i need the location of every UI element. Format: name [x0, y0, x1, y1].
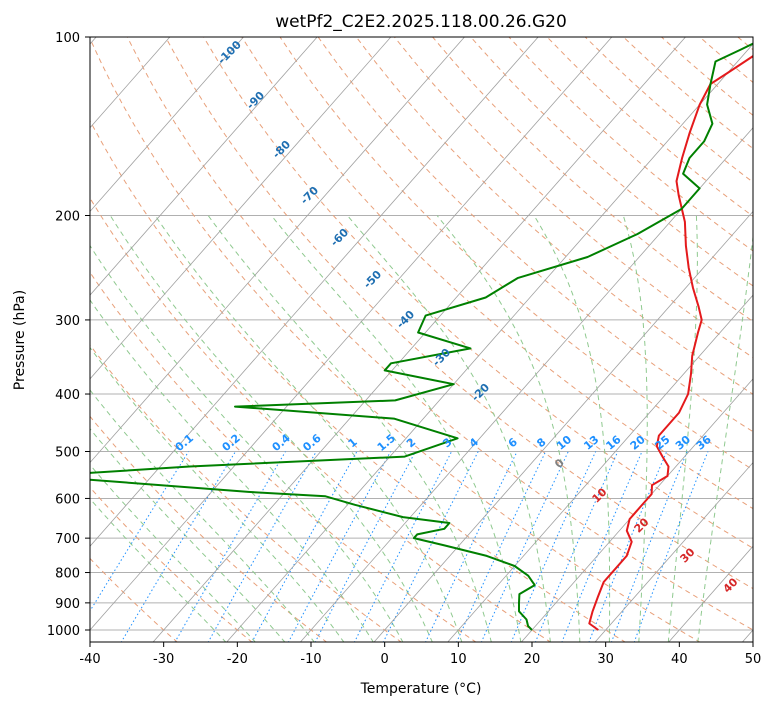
moist-adiabat-line: [90, 346, 345, 642]
x-tick-label: 0: [381, 652, 389, 667]
mixing-ratio-line: [510, 451, 597, 642]
moist-adiabat-line: [109, 215, 433, 642]
moist-adiabat-line: [90, 464, 256, 642]
x-tick-label: 50: [745, 652, 762, 667]
isotherm-line: [373, 210, 753, 642]
x-tick-label: 40: [671, 652, 688, 667]
mixing-ratio-line: [251, 451, 358, 642]
x-axis-label: Temperature (°C): [360, 681, 482, 697]
moist-adiabat-line: [90, 427, 286, 642]
moist-adiabat-line: [207, 215, 492, 642]
isotherm-line: [226, 43, 753, 642]
x-tick-label: 10: [450, 652, 467, 667]
moist-adiabat-line: [90, 497, 227, 642]
mixing-ratio-line: [610, 451, 688, 642]
y-axis-label: Pressure (hPa): [12, 290, 28, 390]
moist-adiabat-line: [697, 232, 753, 642]
isotherm-line: [90, 37, 244, 213]
moist-adiabat-line: [667, 215, 698, 642]
x-tick-label: 20: [524, 652, 541, 667]
temperature-profile-line: [588, 54, 753, 631]
y-tick-label: 300: [55, 314, 80, 329]
dry-adiabat-line: [432, 37, 753, 323]
dry-adiabat-line: [90, 119, 626, 642]
y-tick-label: 800: [55, 567, 80, 582]
dry-adiabat-line: [90, 486, 253, 642]
axes: -40 -30 -20 -10 0 10 20 30 40 50 100 200 300 400 500 60…: [47, 31, 761, 667]
dry-adiabat-line: [126, 37, 753, 631]
y-tick-label: 400: [55, 388, 80, 403]
moist-adiabat-line: [90, 389, 315, 642]
x-tick-label: -10: [300, 652, 321, 667]
dry-adiabat-line: [90, 415, 328, 642]
y-tick-label: 100: [55, 31, 80, 46]
isotherm-line: [447, 294, 753, 642]
mixing-ratio-line: [314, 451, 416, 642]
moist-adiabat-line: [90, 244, 404, 642]
y-tick-label: 700: [55, 532, 80, 547]
x-tick-label: -20: [227, 652, 248, 667]
dry-adiabat-line: [394, 37, 753, 359]
isotherm-line: [594, 461, 753, 642]
dry-adiabat-line: [90, 271, 477, 642]
isotherm-line: [90, 37, 613, 631]
moist-adiabat-line: [533, 215, 611, 642]
moist-adiabat-line: [271, 215, 522, 642]
mixing-ratio-line: [534, 451, 619, 642]
y-tick-label: 900: [55, 597, 80, 612]
isotherm-line: [520, 378, 753, 642]
mixing-ratio-line: [561, 451, 643, 642]
moist-adiabat-line: [90, 299, 374, 642]
y-tick-label: 600: [55, 492, 80, 507]
dry-adiabat-line: [165, 37, 753, 590]
x-tick-label: -30: [153, 652, 174, 667]
x-tick-label: -40: [79, 652, 100, 667]
mixing-ratio-line: [633, 451, 709, 642]
isotherm-line: [90, 37, 465, 464]
chart-title: wetPf2_C2E2.2025.118.00.26.G20: [275, 12, 567, 32]
isotherm-line: [90, 37, 539, 547]
moist-adiabat-line: [154, 215, 463, 642]
plot-frame: [89, 36, 754, 643]
x-tick-label: 30: [597, 652, 614, 667]
dry-adiabat-line: [90, 197, 552, 642]
y-tick-label: 200: [55, 210, 80, 225]
mixing-ratio-line: [287, 451, 392, 642]
dry-adiabat-line: [90, 37, 701, 642]
dewpoint-profile-line: [90, 42, 753, 631]
dry-adiabat-line: [317, 37, 753, 433]
mixing-ratio-line: [382, 451, 479, 642]
y-tick-label: 1000: [47, 624, 80, 639]
moist-adiabat-line: [622, 215, 648, 642]
moist-adiabat-line: [436, 215, 581, 642]
moist-adiabat-line: [347, 215, 551, 642]
isotherm-line: [299, 127, 753, 642]
plot-area: [90, 37, 753, 642]
isotherm-line: [90, 37, 318, 296]
isotherm-line: [152, 37, 686, 642]
mixing-ratio-line: [90, 451, 190, 612]
isotherm-line: [90, 37, 392, 380]
y-tick-label: 500: [55, 445, 80, 460]
